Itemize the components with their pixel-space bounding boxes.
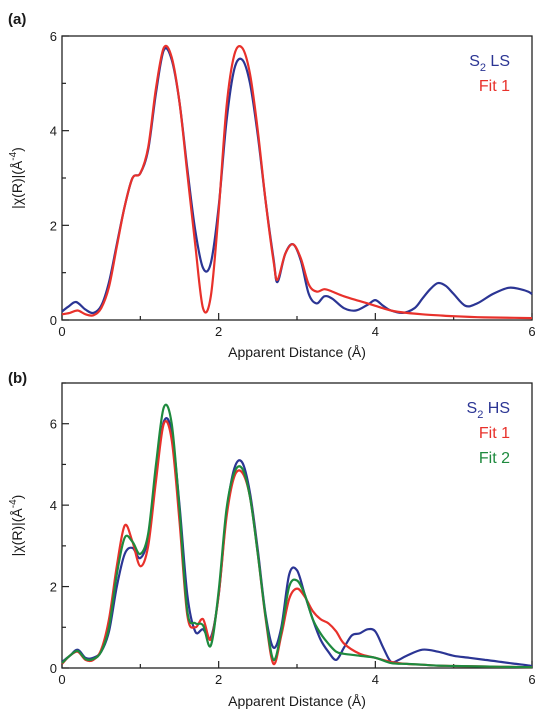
legend-entry: S2 HS xyxy=(467,400,510,421)
legend-entry: Fit 2 xyxy=(479,450,510,467)
x-tick-label: 4 xyxy=(372,672,379,687)
legend-entry: S2 LS xyxy=(469,53,510,74)
y-tick-label: 6 xyxy=(50,417,57,432)
y-tick-label: 0 xyxy=(50,313,57,328)
legend-entry: Fit 1 xyxy=(479,425,510,442)
chart-panel-a: (a) 0 2 4 6 0 2 4 6 Apparent Distance (Å) |χ(R)|(Å… xyxy=(8,11,536,360)
series-line-fit-1 xyxy=(61,44,533,320)
x-tick-label: 2 xyxy=(215,324,222,339)
x-tick-label: 6 xyxy=(528,324,535,339)
x-axis-label: Apparent Distance (Å) xyxy=(228,344,366,360)
series-line-fit-2 xyxy=(61,403,533,669)
y-tick-label: 6 xyxy=(50,29,57,44)
legend-entry: Fit 1 xyxy=(479,78,510,95)
y-axis-label: |χ(R)|(Å-4) xyxy=(8,495,25,557)
plot-frame xyxy=(61,382,533,669)
series-line-fit-1 xyxy=(61,419,533,669)
y-tick-label: 0 xyxy=(50,661,57,676)
x-axis-label: Apparent Distance (Å) xyxy=(228,693,366,709)
y-tick-label: 4 xyxy=(50,498,57,513)
x-tick-label: 6 xyxy=(528,672,535,687)
chart-panel-b: (b) 0 2 4 6 0 2 4 6 Apparent Distance (Å) |χ(R)|(Å… xyxy=(8,370,536,709)
y-tick-label: 2 xyxy=(50,580,57,595)
x-tick-label: 2 xyxy=(215,672,222,687)
x-tick-label: 4 xyxy=(372,324,379,339)
panel-label: (b) xyxy=(8,370,27,387)
y-axis-label: |χ(R)|(Å-4) xyxy=(8,147,25,209)
x-tick-label: 0 xyxy=(58,324,65,339)
y-tick-label: 4 xyxy=(50,124,57,139)
panel-label: (a) xyxy=(8,11,26,28)
x-tick-label: 0 xyxy=(58,672,65,687)
y-tick-label: 2 xyxy=(50,218,57,233)
